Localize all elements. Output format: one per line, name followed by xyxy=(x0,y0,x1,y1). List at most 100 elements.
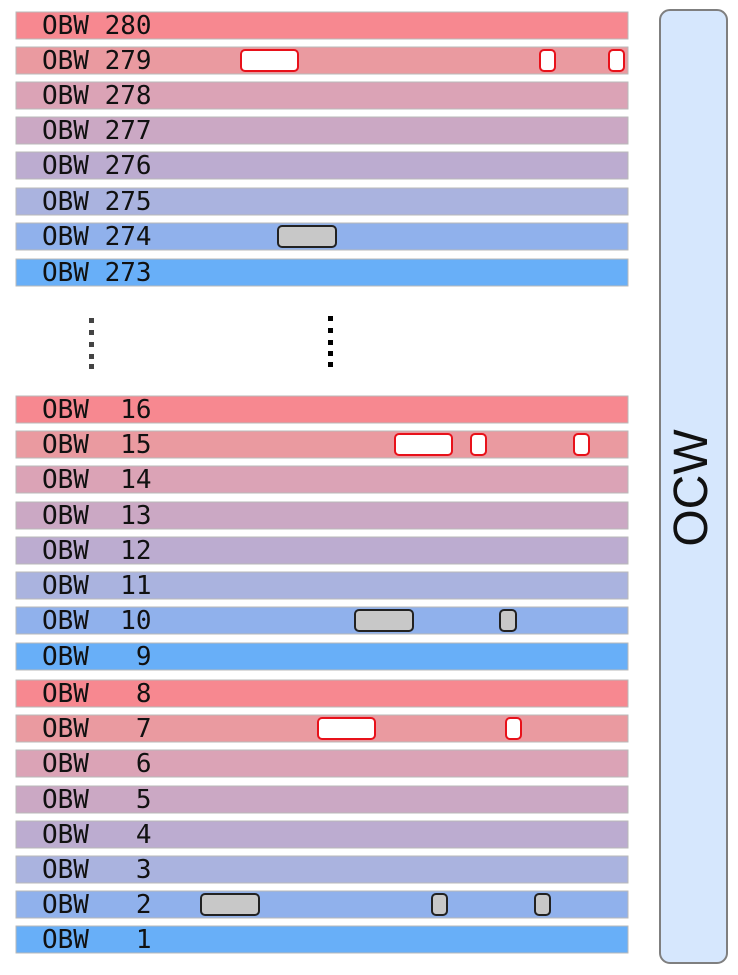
obw-label: OBW 6 xyxy=(42,749,152,779)
obw-label: OBW 274 xyxy=(42,222,152,252)
obw-row: OBW 2 xyxy=(15,890,629,920)
ocw-label: OCW xyxy=(665,429,718,547)
obw-label: OBW 277 xyxy=(42,116,152,146)
obw-label: OBW 276 xyxy=(42,151,152,181)
obw-label: OBW 12 xyxy=(42,536,152,566)
gray-slot-marker xyxy=(200,893,260,916)
obw-row: OBW 14 xyxy=(15,465,629,495)
ellipsis-dot xyxy=(328,351,333,356)
obw-row: OBW 7 xyxy=(15,714,629,744)
obw-band xyxy=(15,81,629,110)
red-slot-marker xyxy=(539,49,556,72)
obw-row: OBW 16 xyxy=(15,395,629,425)
obw-label: OBW 278 xyxy=(42,81,152,111)
gray-slot-marker xyxy=(431,893,448,916)
ellipsis-dot xyxy=(89,354,94,359)
obw-row: OBW 15 xyxy=(15,430,629,460)
obw-row: OBW 274 xyxy=(15,222,629,252)
obw-band xyxy=(15,430,629,459)
obw-label: OBW 1 xyxy=(42,925,152,955)
obw-band xyxy=(15,820,629,849)
obw-band xyxy=(15,151,629,180)
obw-label: OBW 14 xyxy=(42,465,152,495)
obw-row: OBW 10 xyxy=(15,606,629,636)
obw-label: OBW 279 xyxy=(42,46,152,76)
obw-label: OBW 16 xyxy=(42,395,152,425)
obw-band xyxy=(15,679,629,708)
obw-row: OBW 277 xyxy=(15,116,629,146)
ocw-panel: OCW xyxy=(659,9,728,964)
obw-label: OBW 5 xyxy=(42,785,152,815)
red-slot-marker xyxy=(505,717,522,740)
obw-row: OBW 4 xyxy=(15,820,629,850)
obw-row: OBW 6 xyxy=(15,749,629,779)
obw-label: OBW 280 xyxy=(42,11,152,41)
obw-rows: OBW 280 OBW 279 OBW 278 OBW 277 OBW 276 OBW 2… xyxy=(15,11,629,955)
ellipsis-dot xyxy=(89,342,94,347)
gray-slot-marker xyxy=(534,893,551,916)
obw-row: OBW 8 xyxy=(15,679,629,709)
obw-row: OBW 13 xyxy=(15,501,629,531)
obw-band xyxy=(15,536,629,565)
obw-band xyxy=(15,855,629,884)
ellipsis-dot xyxy=(89,364,94,369)
obw-band xyxy=(15,116,629,145)
obw-label: OBW 8 xyxy=(42,679,152,709)
obw-band xyxy=(15,785,629,814)
vertical-ellipsis xyxy=(89,316,333,369)
obw-label: OBW 11 xyxy=(42,571,152,601)
obw-band xyxy=(15,642,629,671)
obw-row: OBW 11 xyxy=(15,571,629,601)
obw-label: OBW 2 xyxy=(42,890,152,920)
obw-band xyxy=(15,11,629,40)
obw-row: OBW 273 xyxy=(15,258,629,288)
obw-label: OBW 3 xyxy=(42,855,152,885)
ellipsis-dot xyxy=(328,362,333,367)
obw-row: OBW 280 xyxy=(15,11,629,41)
ellipsis-dot xyxy=(328,340,333,345)
obw-row: OBW 279 xyxy=(15,46,629,76)
obw-row: OBW 276 xyxy=(15,151,629,181)
gray-slot-marker xyxy=(499,609,517,632)
obw-band xyxy=(15,258,629,287)
ocw-box xyxy=(659,9,728,964)
obw-label: OBW 273 xyxy=(42,258,152,288)
obw-row: OBW 9 xyxy=(15,642,629,672)
obw-row: OBW 278 xyxy=(15,81,629,111)
red-slot-marker xyxy=(608,49,625,72)
obw-band xyxy=(15,571,629,600)
red-slot-marker xyxy=(470,433,487,456)
obw-band xyxy=(15,501,629,530)
obw-band xyxy=(15,925,629,954)
obw-band xyxy=(15,890,629,919)
red-slot-marker xyxy=(240,49,299,72)
obw-row: OBW 1 xyxy=(15,925,629,955)
ellipsis-dot xyxy=(89,330,94,335)
obw-row: OBW 3 xyxy=(15,855,629,885)
ellipsis-dot xyxy=(328,328,333,333)
obw-band xyxy=(15,749,629,778)
obw-label: OBW 13 xyxy=(42,501,152,531)
obw-label: OBW 9 xyxy=(42,642,152,672)
obw-label: OBW 15 xyxy=(42,430,152,460)
obw-band xyxy=(15,46,629,75)
red-slot-marker xyxy=(573,433,590,456)
ellipsis-dot xyxy=(89,318,94,323)
obw-label: OBW 275 xyxy=(42,187,152,217)
red-slot-marker xyxy=(394,433,453,456)
gray-slot-marker xyxy=(277,225,337,248)
obw-band xyxy=(15,465,629,494)
red-slot-marker xyxy=(317,717,376,740)
obw-row: OBW 12 xyxy=(15,536,629,566)
obw-row: OBW 5 xyxy=(15,785,629,815)
obw-label: OBW 7 xyxy=(42,714,152,744)
obw-band xyxy=(15,395,629,424)
obw-row: OBW 275 xyxy=(15,187,629,217)
obw-band xyxy=(15,606,629,635)
gray-slot-marker xyxy=(354,609,414,632)
ellipsis-dot xyxy=(328,316,333,321)
obw-band xyxy=(15,187,629,216)
obw-label: OBW 10 xyxy=(42,606,152,636)
obw-label: OBW 4 xyxy=(42,820,152,850)
